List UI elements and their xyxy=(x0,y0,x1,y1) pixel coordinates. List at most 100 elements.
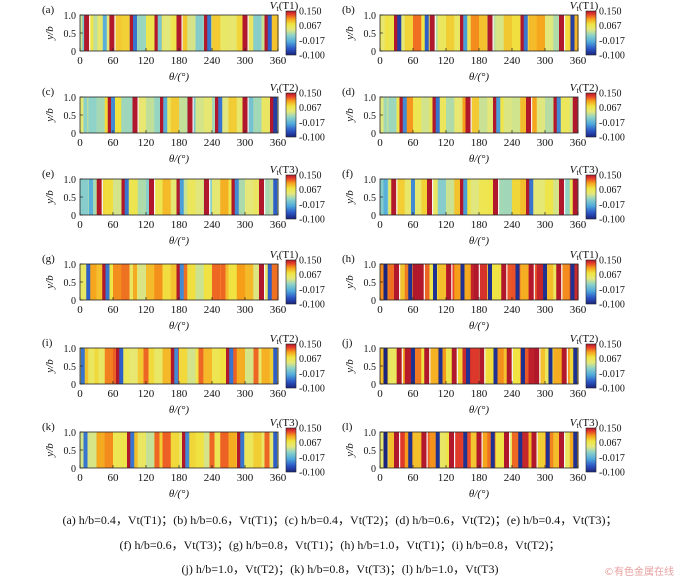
data-stripe xyxy=(127,432,132,468)
background-cell xyxy=(470,179,480,215)
colorbar xyxy=(585,427,597,473)
x-tick-label: 360 xyxy=(570,304,587,316)
background-cell xyxy=(413,97,422,133)
x-axis-label: θ/(°) xyxy=(169,320,190,332)
y-tick-label: 0.5 xyxy=(64,193,77,204)
colorbar xyxy=(585,343,597,389)
x-tick-label: 240 xyxy=(504,304,521,316)
background-cell xyxy=(269,264,279,300)
background-cell xyxy=(88,348,98,384)
y-axis-label: y/b xyxy=(344,443,356,458)
caption-line-1: (a) h/b=0.4，Vt(T1)；(b) h/b=0.6，Vt(T1)；(c… xyxy=(62,513,618,527)
y-tick-label: 0 xyxy=(371,380,376,391)
y-tick-label: 0.5 xyxy=(64,362,77,373)
colorbar-title: Vt(T1) xyxy=(270,249,299,262)
background-cell xyxy=(404,348,414,384)
data-stripe xyxy=(559,179,564,215)
stripe-edge xyxy=(539,348,541,384)
background-cell xyxy=(212,432,221,468)
x-tick-label: 180 xyxy=(471,219,488,231)
data-stripe xyxy=(109,15,115,51)
data-stripe xyxy=(488,264,492,300)
data-stripe xyxy=(133,15,137,51)
background-cell xyxy=(404,97,414,133)
colorbar-title: Vt(T3) xyxy=(570,417,599,430)
background-cell xyxy=(245,179,254,215)
data-stripe xyxy=(220,264,226,300)
data-stripe xyxy=(559,15,564,51)
background-cell xyxy=(245,15,254,51)
x-tick-label: 120 xyxy=(438,137,455,149)
background-cell xyxy=(187,432,197,468)
data-stripe xyxy=(523,15,528,51)
data-stripe xyxy=(506,348,512,384)
y-tick-label: 0.5 xyxy=(364,29,377,40)
colorbar-tick-label: 0.150 xyxy=(299,89,322,100)
y-tick-label: 0.5 xyxy=(64,446,77,457)
background-cell xyxy=(503,15,513,51)
background-cell xyxy=(96,264,106,300)
data-stripe xyxy=(476,432,482,468)
x-tick-label: 360 xyxy=(270,472,287,484)
x-tick-label: 0 xyxy=(377,388,383,400)
data-stripe xyxy=(130,432,135,468)
x-axis-label: θ/(°) xyxy=(469,235,490,247)
colorbar-tick-label: -0.100 xyxy=(599,300,625,311)
x-tick-label: 300 xyxy=(237,304,254,316)
y-axis-label: y/b xyxy=(344,190,356,205)
stripe-edge xyxy=(101,179,103,215)
background-cell xyxy=(137,179,147,215)
background-cell xyxy=(154,264,164,300)
background-cell xyxy=(446,97,455,133)
colorbar xyxy=(285,427,297,473)
stripe-edge xyxy=(509,432,511,468)
x-tick-label: 300 xyxy=(537,137,554,149)
background-cell xyxy=(520,97,530,133)
data-stripe xyxy=(383,348,388,384)
x-tick-label: 120 xyxy=(138,219,155,231)
panel-c: (c) 1.0 0.5 0 y/b 0 60 120 180 240 300 360 θ/(°) 0.15… xyxy=(42,82,325,165)
stripe-edge xyxy=(401,348,403,384)
background-cell xyxy=(245,97,254,133)
background-cell xyxy=(553,348,563,384)
data-stripe xyxy=(463,179,468,215)
colorbar-tick-label: 0.150 xyxy=(599,171,622,182)
background-cell xyxy=(88,432,98,468)
data-stripe xyxy=(111,97,115,133)
data-stripe xyxy=(253,348,259,384)
background-cell xyxy=(113,264,122,300)
y-tick-label: 1.0 xyxy=(364,93,377,104)
colorbar-tick-label: -0.017 xyxy=(299,369,325,380)
data-stripe xyxy=(402,97,407,133)
colorbar-tick-label: 0.067 xyxy=(599,354,622,365)
data-stripe xyxy=(204,179,209,215)
colorbar-title: Vt(T3) xyxy=(270,417,299,430)
x-tick-label: 300 xyxy=(237,388,254,400)
data-stripe xyxy=(157,15,162,51)
data-stripe xyxy=(83,432,88,468)
colorbar-tick-label: -0.017 xyxy=(599,200,625,211)
stripe-edge xyxy=(423,264,425,300)
background-cell xyxy=(253,97,263,133)
x-tick-label: 180 xyxy=(471,472,488,484)
background-cell xyxy=(137,97,147,133)
x-tick-label: 360 xyxy=(270,388,287,400)
stripe-edge xyxy=(451,264,453,300)
background-cell xyxy=(487,179,497,215)
x-tick-label: 120 xyxy=(438,55,455,67)
background-cell xyxy=(195,15,205,51)
colorbar-tick-label: -0.017 xyxy=(299,285,325,296)
x-tick-label: 360 xyxy=(570,137,587,149)
colorbar-tick-label: -0.017 xyxy=(599,285,625,296)
data-stripe xyxy=(526,97,531,133)
data-stripe xyxy=(573,432,578,468)
background-cell xyxy=(203,432,213,468)
background-cell xyxy=(137,348,147,384)
colorbar-tick-label: -0.017 xyxy=(599,36,625,47)
stripe-edge xyxy=(209,179,211,215)
background-cell xyxy=(96,97,106,133)
data-stripe xyxy=(433,264,437,300)
background-cell xyxy=(553,179,563,215)
data-stripe xyxy=(143,348,149,384)
